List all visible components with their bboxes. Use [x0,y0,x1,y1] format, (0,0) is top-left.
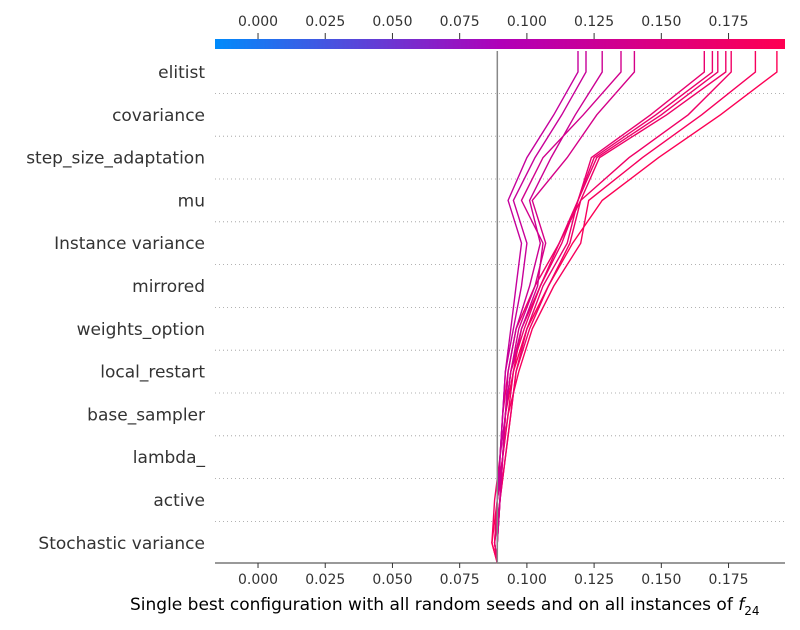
bottom-tick-label: 0.000 [238,572,278,588]
x-axes: 0.000 0.000 0.025 0.025 0.050 0.050 0.075 0.075… [215,14,785,588]
bottom-tick-label: 0.175 [708,572,748,588]
series-line [496,51,636,563]
feature-label: Instance variance [54,234,205,254]
top-tick-label: 0.125 [574,14,614,30]
top-tick-label: 0.100 [507,14,547,30]
feature-label: mirrored [132,277,205,297]
feature-label: Stochastic variance [38,534,205,554]
feature-label: step_size_adaptation [26,149,205,169]
colorbar [215,39,785,49]
bottom-tick-label: 0.150 [641,572,681,588]
series-line [496,51,587,563]
feature-label: weights_option [77,320,205,340]
top-tick-label: 0.050 [372,14,412,30]
feature-label: base_sampler [87,405,205,425]
feature-label: lambda_ [133,448,206,468]
feature-label: covariance [112,106,205,126]
bottom-tick-label: 0.025 [305,572,345,588]
bottom-tick-label: 0.075 [440,572,480,588]
series-line [491,51,732,564]
bottom-tick-label: 0.100 [507,572,547,588]
top-tick-label: 0.000 [238,14,278,30]
feature-label: local_restart [100,363,205,383]
series-lines [491,51,778,564]
feature-label: mu [178,191,205,211]
top-tick-label: 0.075 [440,14,480,30]
top-tick-label: 0.150 [641,14,681,30]
series-line [493,51,757,564]
x-axis-label: Single best configuration with all rando… [130,595,760,618]
bottom-tick-label: 0.125 [574,572,614,588]
bottom-tick-label: 0.050 [372,572,412,588]
top-tick-label: 0.175 [708,14,748,30]
feature-label: elitist [158,63,205,83]
top-tick-label: 0.025 [305,14,345,30]
feature-label: active [153,491,205,511]
